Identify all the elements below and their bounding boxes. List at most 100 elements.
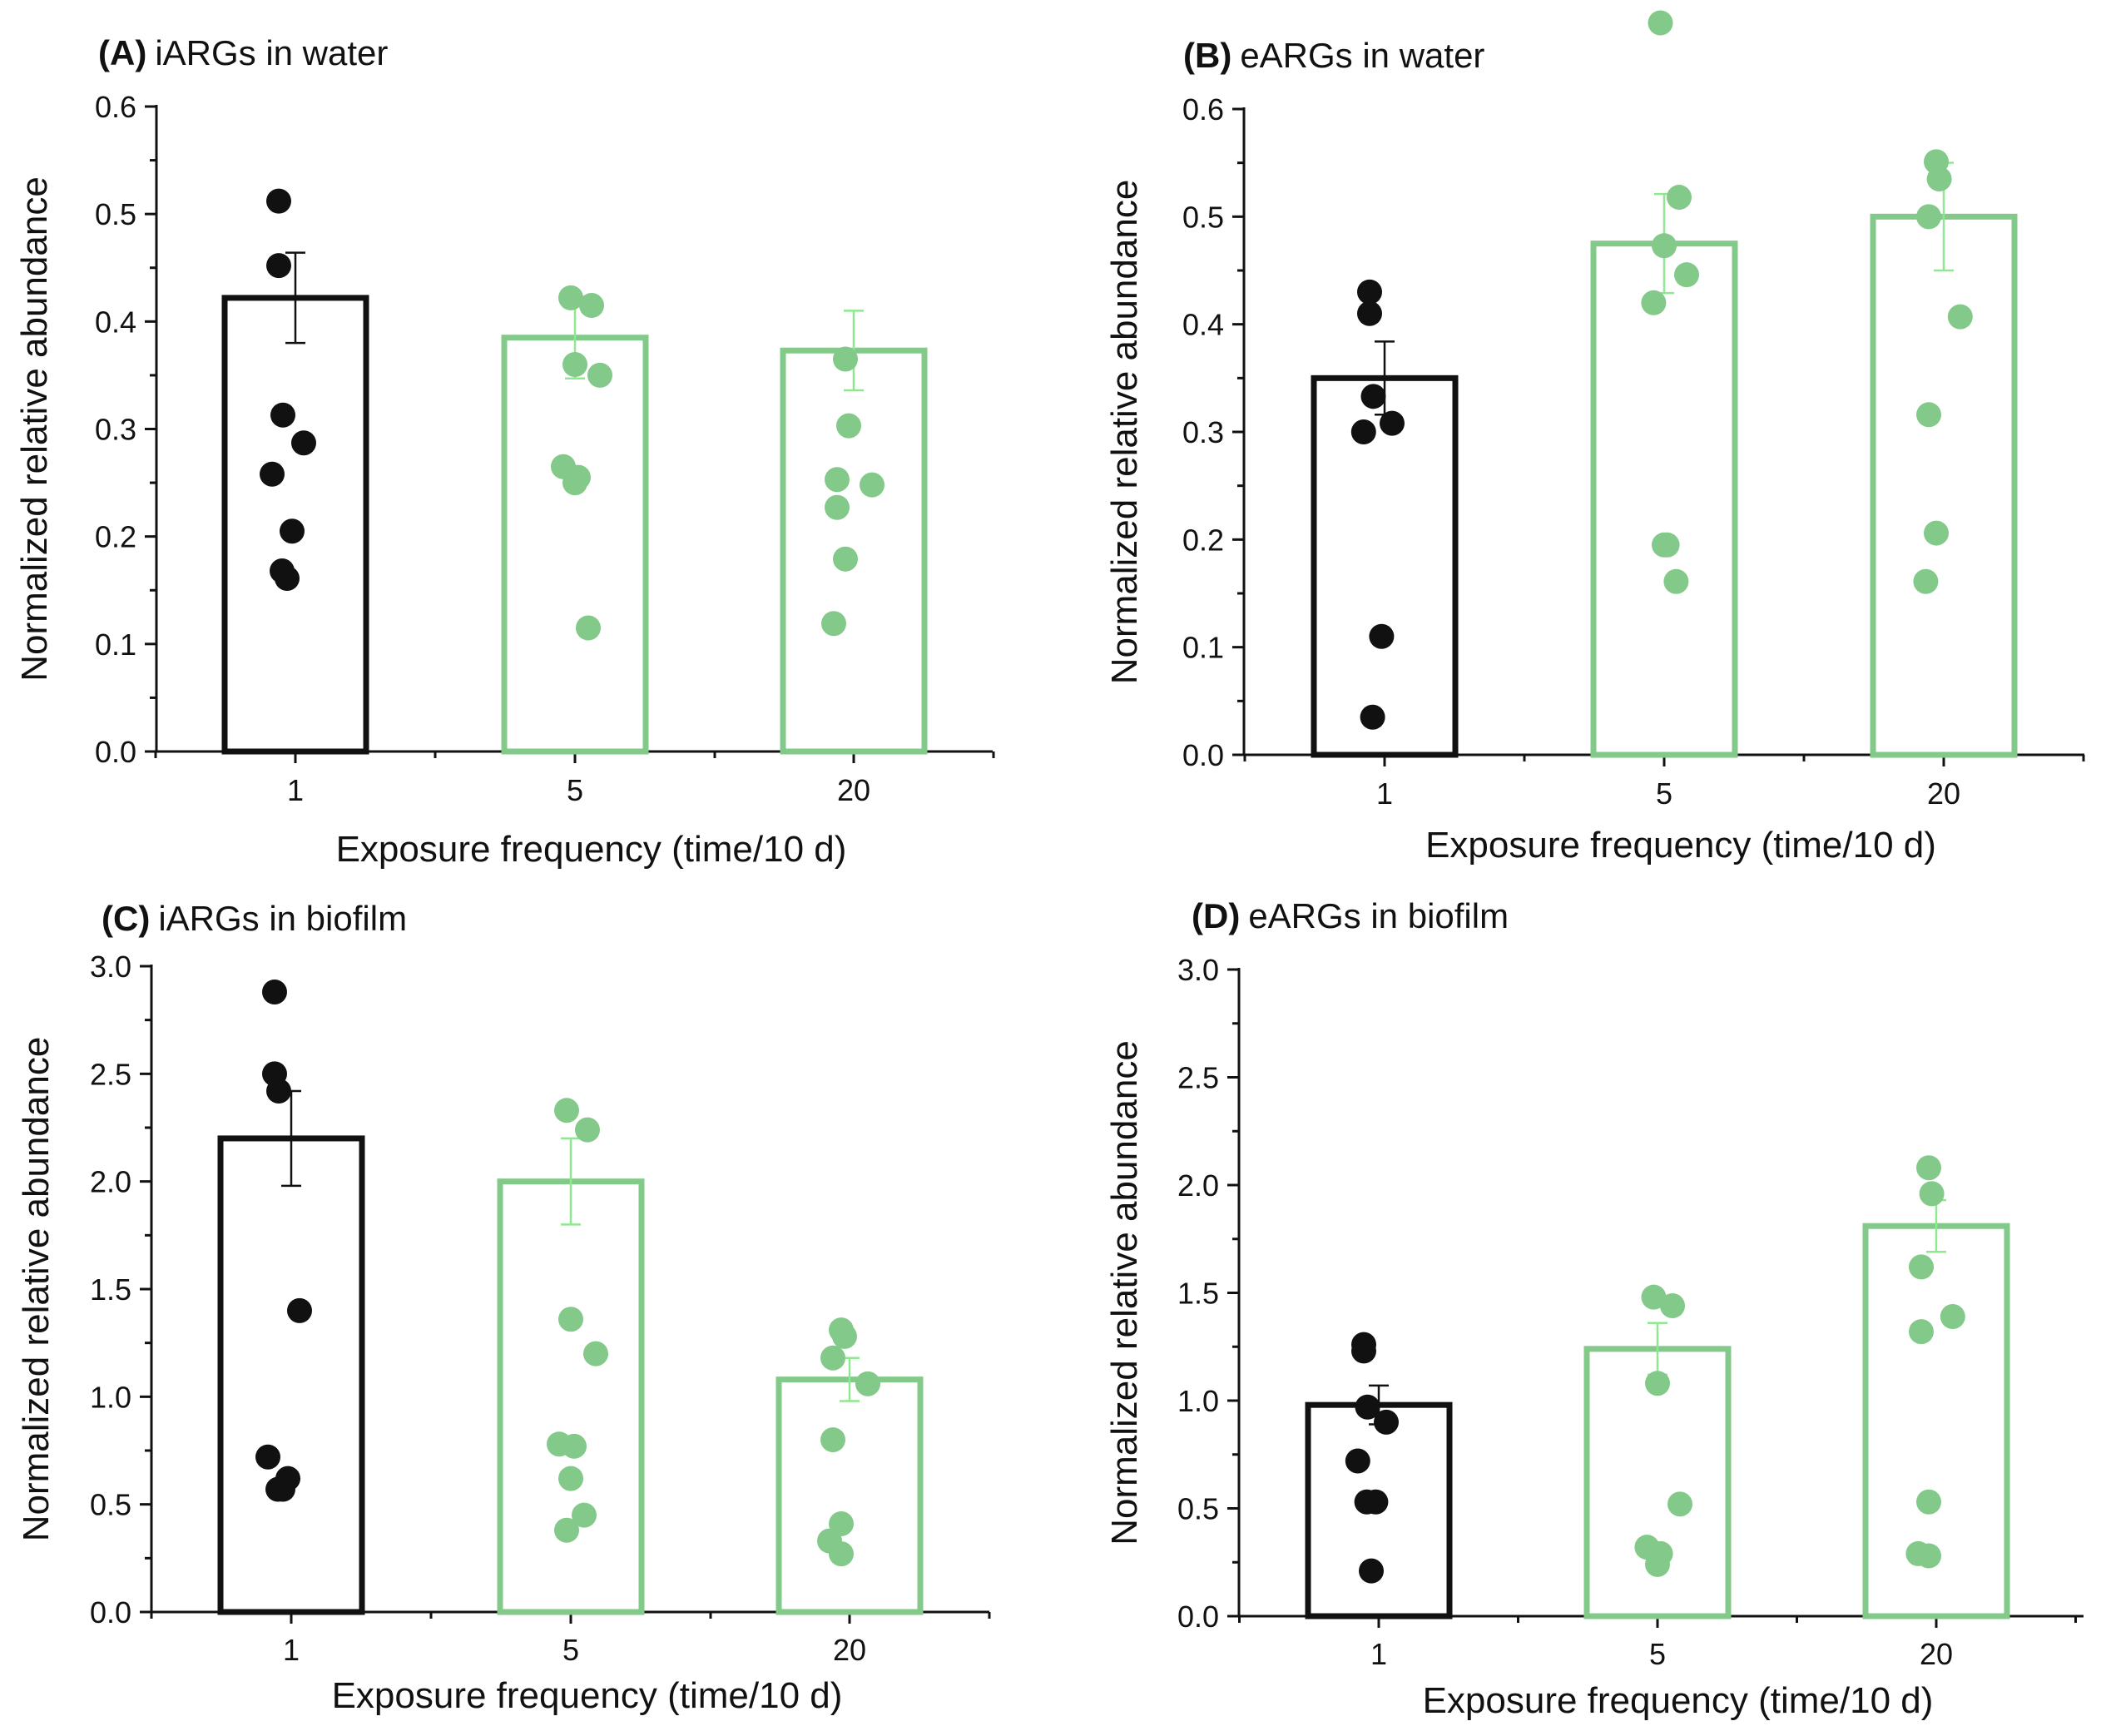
- data-point: [1674, 262, 1699, 288]
- data-point: [558, 1307, 583, 1332]
- title-text: eARGs in water: [1240, 36, 1484, 75]
- y-tick-label: 3.0: [90, 950, 131, 984]
- data-point: [587, 362, 612, 388]
- data-point: [825, 467, 850, 493]
- data-point: [1926, 166, 1952, 192]
- data-point: [832, 1323, 857, 1349]
- x-tick-label: 5: [1649, 1637, 1666, 1671]
- data-point: [1667, 1491, 1692, 1517]
- y-axis-label: Normalized relative abundance: [1104, 1040, 1145, 1545]
- data-point: [833, 546, 858, 572]
- x-tick-label: 5: [1656, 776, 1672, 811]
- x-axis-label: Exposure frequency (time/10 d): [1423, 1680, 1934, 1721]
- y-tick-label: 0.0: [1182, 738, 1224, 772]
- data-point: [554, 1517, 579, 1543]
- data-point: [255, 1444, 280, 1470]
- bar-20: [1870, 213, 2018, 758]
- data-point: [579, 292, 604, 318]
- data-point: [1648, 10, 1673, 36]
- x-tick-label: 20: [833, 1633, 866, 1667]
- data-point: [562, 470, 587, 496]
- y-tick-label: 1.5: [1177, 1277, 1219, 1311]
- bar-5: [1590, 241, 1738, 758]
- y-tick-label: 0.0: [90, 1595, 131, 1629]
- data-point: [820, 1427, 845, 1453]
- panel-label: (D): [1192, 896, 1240, 935]
- data-point: [1667, 185, 1692, 211]
- data-point: [1357, 300, 1382, 326]
- data-point: [291, 430, 316, 456]
- y-tick-label: 0.4: [1182, 308, 1224, 342]
- data-point: [836, 413, 861, 439]
- x-tick-label: 1: [287, 773, 304, 807]
- data-point: [1374, 1409, 1399, 1435]
- y-tick-label: 0.6: [1182, 92, 1224, 126]
- data-point: [1652, 532, 1677, 558]
- chart-panel-b: (B) eARGs in water 0.0 0.1 0.2 0.3 0.4 0.5 0.6 1 5…: [1104, 10, 2085, 866]
- chart-panel-c: (C) iARGs in biofilm 0.0 0.5 1.0 1.5 2.0 2.5 3.0…: [16, 899, 991, 1716]
- chart-title: (B) eARGs in water: [1183, 36, 1484, 75]
- data-point: [554, 1098, 579, 1123]
- x-tick-label: 1: [1376, 776, 1393, 811]
- y-tick-label: 0.5: [90, 1488, 131, 1522]
- data-point: [266, 1079, 291, 1104]
- data-point: [1351, 1338, 1376, 1364]
- data-point: [1359, 1558, 1384, 1584]
- data-point: [1919, 1181, 1945, 1207]
- y-tick-label: 0.1: [95, 627, 136, 662]
- y-tick-label: 1.5: [90, 1272, 131, 1307]
- data-point: [1645, 1551, 1670, 1577]
- data-point: [558, 285, 583, 310]
- x-tick-label: 1: [1370, 1637, 1387, 1671]
- y-tick-label: 0.0: [1177, 1600, 1219, 1634]
- data-point: [262, 980, 287, 1005]
- y-tick-label: 1.0: [90, 1380, 131, 1414]
- data-point: [1360, 384, 1386, 409]
- x-axis-label: Exposure frequency (time/10 d): [1425, 825, 1936, 866]
- chart-title: (A) iARGs in water: [98, 33, 388, 72]
- y-tick-label: 0.6: [95, 90, 136, 124]
- data-point: [266, 253, 291, 279]
- data-point: [572, 1502, 597, 1528]
- y-tick-label: 0.5: [1177, 1492, 1219, 1526]
- data-point: [266, 188, 291, 214]
- data-point: [825, 494, 850, 520]
- data-point: [583, 1341, 608, 1366]
- y-tick-label: 0.1: [1182, 631, 1224, 665]
- data-point: [275, 566, 300, 592]
- data-point: [576, 615, 601, 641]
- data-point: [829, 1541, 854, 1567]
- panel-label: (A): [98, 33, 146, 72]
- data-point: [562, 352, 587, 377]
- y-tick-label: 0.3: [1182, 415, 1224, 449]
- data-point: [833, 346, 858, 372]
- data-point: [1652, 233, 1677, 259]
- data-point: [821, 611, 846, 637]
- data-point: [1916, 204, 1941, 230]
- data-point: [1663, 568, 1689, 594]
- data-point: [855, 1371, 880, 1396]
- panel-label: (B): [1183, 36, 1231, 75]
- y-tick-label: 2.0: [90, 1165, 131, 1199]
- y-tick-label: 2.0: [1177, 1168, 1219, 1203]
- y-tick-label: 0.5: [1182, 200, 1224, 234]
- data-point: [1360, 704, 1385, 730]
- chart-title: (D) eARGs in biofilm: [1192, 896, 1509, 935]
- y-tick-label: 0.4: [95, 305, 136, 339]
- x-tick-label: 20: [1927, 776, 1960, 811]
- y-tick-label: 3.0: [1177, 953, 1219, 987]
- data-point: [1916, 1489, 1941, 1515]
- data-point: [575, 1117, 600, 1143]
- data-point: [260, 461, 285, 487]
- data-point: [1380, 410, 1405, 436]
- data-point: [1357, 279, 1382, 305]
- y-tick-label: 0.0: [95, 735, 136, 769]
- data-point: [1354, 1489, 1380, 1515]
- x-axis-label: Exposure frequency (time/10 d): [336, 829, 847, 870]
- chart-panel-d: (D) eARGs in biofilm 0.0 0.5 1.0 1.5 2.0 2.5 3.0…: [1104, 896, 2084, 1721]
- data-point: [562, 1433, 587, 1459]
- title-text: iARGs in biofilm: [158, 899, 407, 938]
- bar-1: [1311, 374, 1459, 758]
- y-tick-label: 0.3: [95, 413, 136, 447]
